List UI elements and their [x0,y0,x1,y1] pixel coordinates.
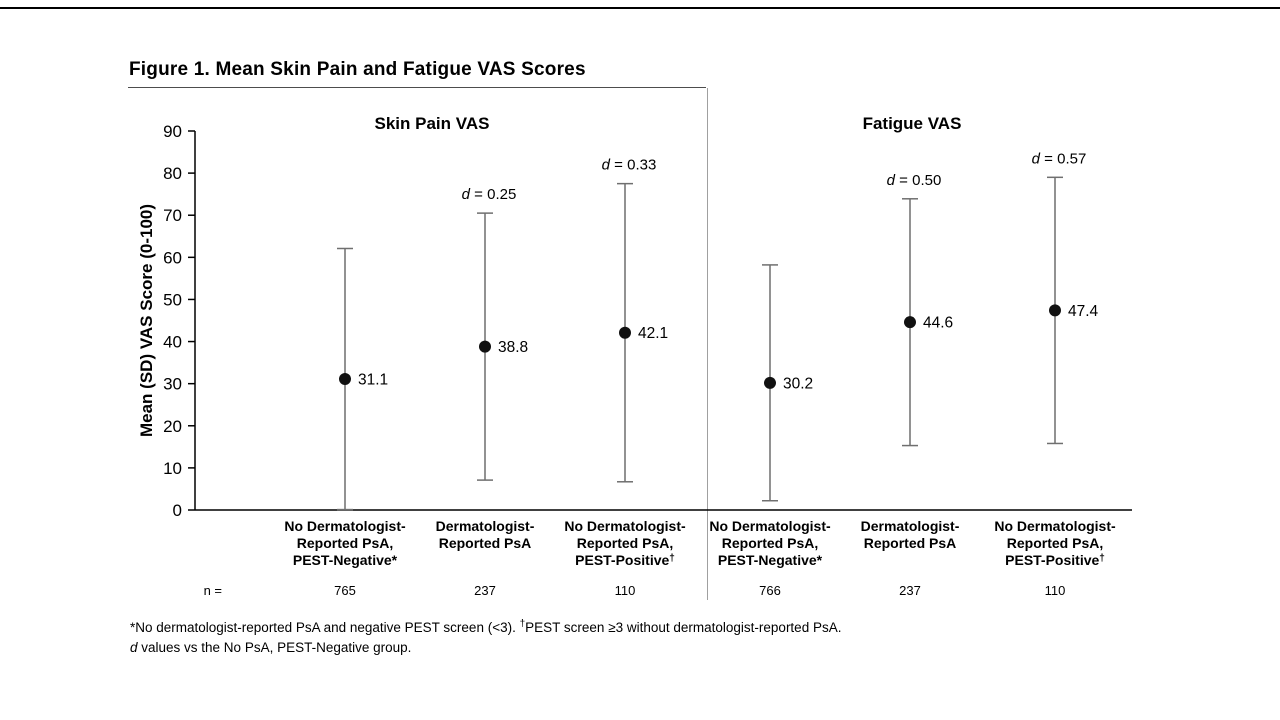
y-tick-label: 80 [163,164,182,183]
footnote-part2: PEST screen ≥3 without dermatologist-rep… [525,620,842,635]
mean-point [1049,304,1061,317]
y-axis-title: Mean (SD) VAS Score (0-100) [137,204,156,437]
mean-value-label: 47.4 [1068,303,1099,320]
n-row-label: n = [204,583,222,598]
effect-size-label: d = 0.57 [1032,150,1087,167]
category-label-line: No Dermatologist- [564,518,686,534]
y-tick-label: 30 [163,375,182,394]
footnote-d-italic: d [130,640,138,655]
effect-size-label: d = 0.50 [887,172,942,189]
mean-point [764,376,776,389]
category-label-line: No Dermatologist- [994,518,1116,534]
category-label-line: Dermatologist- [436,518,535,534]
figure-title: Figure 1. Mean Skin Pain and Fatigue VAS… [129,59,586,80]
category-label-line: Reported PsA, [722,535,818,551]
category-label-line: Reported PsA [439,535,532,551]
n-value: 766 [759,583,781,598]
category-label-line: PEST-Negative* [718,552,823,568]
mean-value-label: 38.8 [498,339,528,356]
y-tick-label: 20 [163,417,182,436]
footnote-part1: *No dermatologist-reported PsA and negat… [130,620,520,635]
category-label-line: Reported PsA, [1007,535,1103,551]
n-value: 110 [1045,583,1066,598]
category-label-line: No Dermatologist- [284,518,406,534]
mean-value-label: 30.2 [783,375,813,392]
effect-size-label: d = 0.33 [602,157,657,174]
category-label-line: Reported PsA, [577,535,673,551]
panel-divider-line [707,88,708,600]
category-label-line: PEST-Positive† [575,552,675,568]
y-tick-label: 60 [163,248,182,267]
y-tick-label: 90 [163,122,182,141]
y-tick-label: 50 [163,290,182,309]
mean-point [479,340,491,353]
mean-value-label: 31.1 [358,372,388,389]
mean-point [904,316,916,329]
top-border-line [0,7,1280,9]
category-label-line: Dermatologist- [861,518,960,534]
panel-title: Fatigue VAS [863,114,962,133]
category-label-line: Reported PsA [864,535,957,551]
panel-title: Skin Pain VAS [375,114,490,133]
footnote-dagger: † [519,618,526,630]
y-tick-label: 10 [163,459,182,478]
mean-point [339,373,351,386]
y-tick-label: 40 [163,333,182,352]
footnote-definitions: *No dermatologist-reported PsA and negat… [130,618,842,635]
effect-size-label: d = 0.25 [462,186,517,203]
y-tick-label: 0 [173,501,182,520]
footnote-dvalues: d values vs the No PsA, PEST-Negative gr… [130,640,411,655]
title-underline [128,87,706,88]
mean-point [619,326,631,339]
mean-value-label: 44.6 [923,315,953,332]
category-label-line: Reported PsA, [297,535,393,551]
n-value: 237 [899,583,921,598]
n-value: 110 [615,583,636,598]
y-tick-label: 70 [163,206,182,225]
category-label-line: PEST-Negative* [293,552,398,568]
n-value: 237 [474,583,496,598]
n-value: 765 [334,583,356,598]
category-label-line: No Dermatologist- [709,518,831,534]
category-label-line: PEST-Positive† [1005,552,1105,568]
footnote-d-rest: values vs the No PsA, PEST-Negative grou… [137,640,412,655]
mean-value-label: 42.1 [638,325,668,342]
